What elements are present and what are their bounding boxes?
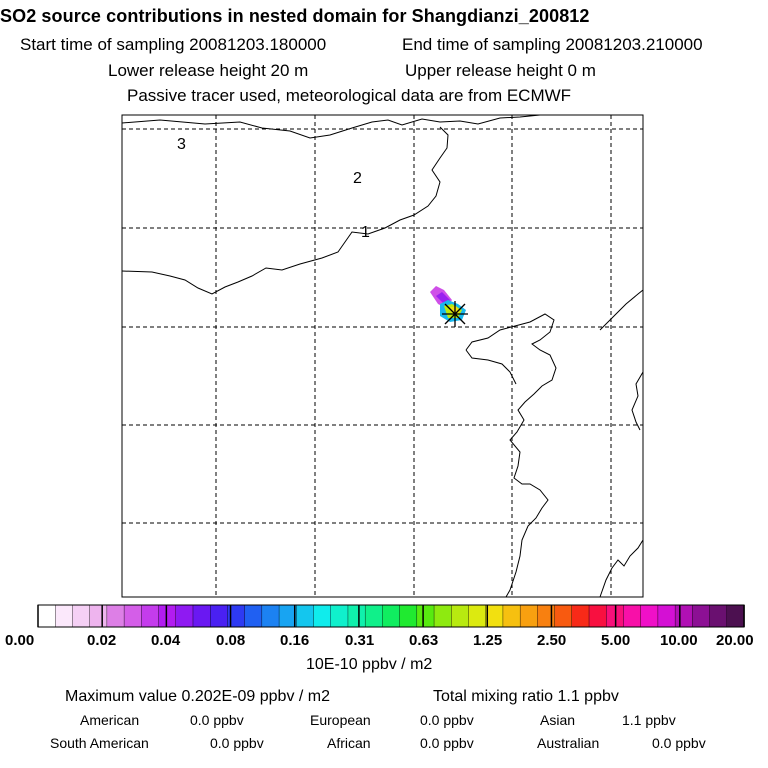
map-gridlines — [122, 115, 643, 597]
african-value: 0.0 ppbv — [420, 735, 474, 751]
colorbar-major-ticks — [37, 605, 745, 627]
colorbar-swatch — [692, 604, 711, 628]
australian-label: Australian — [537, 735, 600, 751]
colorbar-swatch — [175, 604, 194, 628]
colorbar-swatch — [158, 604, 177, 628]
coastline-bohai — [465, 313, 557, 598]
colorbar-swatch — [330, 604, 349, 628]
colorbar-swatch — [106, 604, 125, 628]
cb-label-4: 0.16 — [280, 632, 310, 649]
cb-label-11: 20.00 — [716, 632, 754, 649]
colorbar-swatch — [451, 604, 470, 628]
colorbar-swatch — [657, 604, 676, 628]
australian-value: 0.0 ppbv — [652, 735, 706, 751]
cb-label-7: 1.25 — [473, 632, 503, 649]
colorbar-swatch — [261, 604, 280, 628]
colorbar-swatch — [537, 604, 556, 628]
station-marker-icon — [442, 301, 468, 327]
colorbar-swatch — [640, 604, 659, 628]
cb-label-6: 0.63 — [409, 632, 439, 649]
cb-label-1: 0.02 — [87, 632, 117, 649]
plot-title: SO2 source contributions in nested domai… — [0, 6, 590, 26]
colorbar-swatch — [347, 604, 366, 628]
contour-label-2: 2 — [353, 170, 362, 187]
cb-label-8: 2.50 — [537, 632, 567, 649]
coastline-bay — [465, 349, 517, 385]
upper-release-label: Upper release height 0 m — [405, 61, 596, 80]
colorbar-swatch — [382, 604, 401, 628]
colorbar-swatch — [554, 604, 573, 628]
colorbar-swatch — [519, 604, 539, 628]
cb-label-0: 0.00 — [5, 632, 35, 649]
colorbar-swatch — [123, 604, 143, 628]
european-label: European — [310, 712, 371, 728]
contour-label-1: 1 — [361, 224, 370, 241]
south-american-label: South American — [50, 735, 149, 751]
south-american-value: 0.0 ppbv — [210, 735, 264, 751]
colorbar-swatch — [433, 604, 452, 628]
colorbar-swatch — [571, 604, 590, 628]
cb-label-3: 0.08 — [216, 632, 246, 649]
tracer-note: Passive tracer used, meteorological data… — [127, 86, 572, 105]
coastline-korea — [631, 371, 644, 431]
border-northeast — [599, 289, 644, 331]
colorbar-swatch — [399, 604, 418, 628]
colorbar-swatch — [674, 604, 694, 628]
colorbar-swatch — [416, 604, 435, 628]
coastline-east — [599, 539, 644, 598]
end-time-label: End time of sampling 20081203.210000 — [402, 35, 703, 54]
colorbar-swatch — [141, 604, 160, 628]
colorbar-units: 10E-10 ppbv / m2 — [306, 656, 433, 673]
american-value: 0.0 ppbv — [190, 712, 244, 728]
colorbar-swatch — [313, 604, 332, 628]
colorbar-swatch — [244, 604, 263, 628]
colorbar — [37, 604, 745, 628]
colorbar-swatch — [192, 604, 211, 628]
colorbar-swatch — [37, 604, 56, 628]
colorbar-swatch — [726, 604, 745, 628]
colorbar-swatch — [709, 604, 728, 628]
map-frame — [121, 114, 644, 598]
african-label: African — [327, 735, 371, 751]
colorbar-swatch — [623, 604, 642, 628]
asian-value: 1.1 ppbv — [622, 712, 676, 728]
colorbar-swatch — [209, 604, 229, 628]
border-north — [121, 114, 541, 139]
colorbar-swatch — [55, 604, 74, 628]
contour-label-3: 3 — [177, 136, 186, 153]
colorbar-swatch — [364, 604, 384, 628]
border-mongolia — [121, 126, 449, 295]
cb-label-5: 0.31 — [345, 632, 375, 649]
lower-release-label: Lower release height 20 m — [108, 61, 309, 80]
colorbar-swatch — [502, 604, 521, 628]
map-borders — [121, 114, 644, 598]
american-label: American — [80, 712, 140, 728]
colorbar-swatch — [485, 604, 504, 628]
colorbar-swatch — [89, 604, 108, 628]
cb-label-10: 10.00 — [660, 632, 698, 649]
cb-label-2: 0.04 — [151, 632, 181, 649]
max-value-label: Maximum value 0.202E-09 ppbv / m2 — [65, 688, 331, 705]
colorbar-swatch — [588, 604, 607, 628]
total-mixing-label: Total mixing ratio 1.1 ppbv — [433, 688, 619, 705]
colorbar-swatch — [72, 604, 91, 628]
cb-label-9: 5.00 — [601, 632, 631, 649]
colorbar-swatch — [296, 604, 315, 628]
european-value: 0.0 ppbv — [420, 712, 474, 728]
colorbar-swatch — [468, 604, 487, 628]
asian-label: Asian — [540, 712, 576, 728]
start-time-label: Start time of sampling 20081203.180000 — [20, 35, 327, 54]
